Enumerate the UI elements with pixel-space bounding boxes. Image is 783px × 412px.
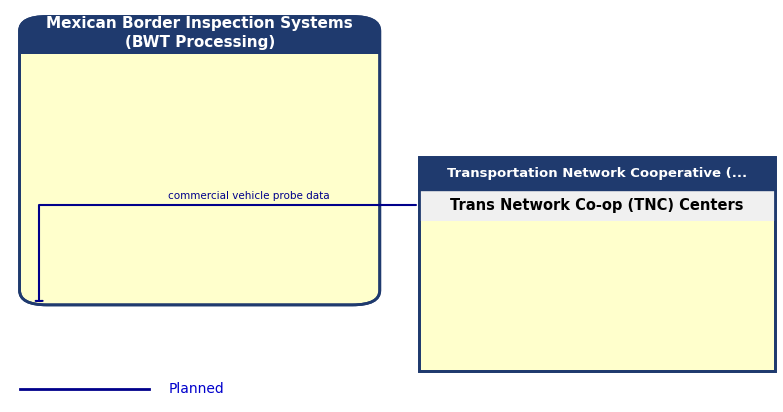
Bar bbox=[419, 157, 775, 371]
Text: Transportation Network Cooperative (...: Transportation Network Cooperative (... bbox=[447, 167, 747, 180]
Text: Planned: Planned bbox=[168, 382, 224, 396]
FancyBboxPatch shape bbox=[20, 16, 380, 305]
Bar bbox=[419, 190, 775, 221]
Bar bbox=[419, 157, 775, 190]
Text: commercial vehicle probe data: commercial vehicle probe data bbox=[168, 191, 330, 201]
Bar bbox=[20, 33, 380, 54]
Text: Mexican Border Inspection Systems: Mexican Border Inspection Systems bbox=[46, 16, 353, 31]
Text: (BWT Processing): (BWT Processing) bbox=[124, 35, 275, 50]
Bar bbox=[419, 157, 775, 371]
Text: Trans Network Co-op (TNC) Centers: Trans Network Co-op (TNC) Centers bbox=[450, 198, 744, 213]
FancyBboxPatch shape bbox=[20, 16, 380, 54]
